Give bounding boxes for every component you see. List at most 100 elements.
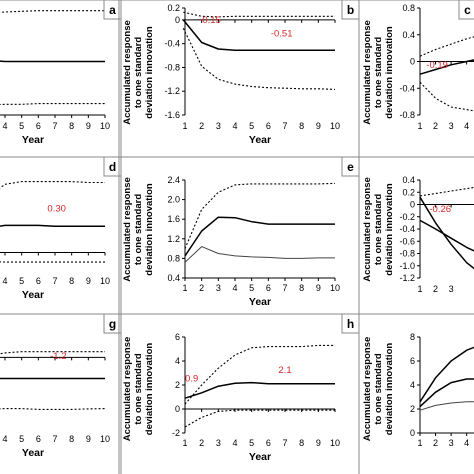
y-tick-label: 0.8 <box>167 253 180 263</box>
x-tick-label: 2 <box>433 121 438 131</box>
series-group <box>0 351 106 410</box>
series-line-2 <box>0 60 105 63</box>
x-tick-label: 10 <box>330 121 340 131</box>
series-line-3 <box>419 81 474 112</box>
series-line-2 <box>419 59 474 75</box>
series-line-1 <box>184 344 335 405</box>
y-tick-label: 0 <box>410 428 415 438</box>
x-tick-label: 8 <box>69 121 74 131</box>
series-line-2 <box>0 224 105 228</box>
y-axis-title: Accumulated responseto one standarddevia… <box>122 20 155 125</box>
x-axis-title: Year <box>22 447 44 459</box>
y-tick-label: -1.0 <box>399 261 415 271</box>
y-tick-label: 0.8 <box>402 3 415 13</box>
y-tick-label: 0.2 <box>167 3 180 13</box>
series-line-3 <box>0 408 106 410</box>
y-tick-label: -0.6 <box>399 236 415 246</box>
panel-letter: d <box>109 160 116 174</box>
x-tick-label: 10 <box>100 434 110 444</box>
x-tick-label: 6 <box>266 121 271 131</box>
value-annotation: -0.19 <box>426 60 448 71</box>
x-tick-label: 3 <box>216 283 221 293</box>
series-line-1 <box>0 10 105 13</box>
series-line-3 <box>184 409 335 428</box>
x-tick-label: 1 <box>182 121 187 131</box>
value-annotation: -0.15 <box>199 15 221 26</box>
y-tick-label: -0.4 <box>399 224 415 234</box>
x-axis-title: Year <box>22 289 44 301</box>
y-tick-label: 0.4 <box>167 273 180 283</box>
series-line-1 <box>419 36 474 57</box>
x-axis-title: Year <box>249 134 271 146</box>
y-tick-label: 1.2 <box>167 234 180 244</box>
value-annotation: -0.51 <box>271 29 293 40</box>
panel-e: 2.4 2.0 1.6 1.2 0.8 0.41 2 3 4 5 6 7 8 9 10 Year Accumul… <box>118 156 360 315</box>
y-tick-label: 8 <box>410 332 415 342</box>
x-tick-label: 5 <box>249 121 254 131</box>
y-tick-label: 2.4 <box>167 175 180 185</box>
x-tick-label: 4 <box>232 438 237 448</box>
y-axis-title: Accumulated responseto one standarddevia… <box>362 177 395 282</box>
x-tick-label: 7 <box>52 121 57 131</box>
y-tick-label: -1.2 <box>164 86 180 96</box>
panel-letter: c <box>464 3 471 17</box>
panel-border <box>0 0 122 158</box>
x-tick-label: 7 <box>52 276 57 286</box>
y-tick-label: -0.2 <box>399 212 415 222</box>
series-line-1 <box>0 351 105 355</box>
y-tick-label: 0 <box>175 404 180 414</box>
axes <box>417 336 474 436</box>
x-tick-label: 1 <box>417 121 422 131</box>
panel-b: 0.2 0 -0.4 -0.8 -1.2 -1.61 2 3 4 5 6 7 8 9 10 Year Accum… <box>118 0 360 158</box>
x-tick-label: 4 <box>464 121 469 131</box>
series-line-3 <box>419 196 474 270</box>
x-tick-label: 4 <box>464 438 469 448</box>
y-tick-label: -2 <box>172 428 180 438</box>
series-line-1 <box>183 11 335 18</box>
x-tick-label: 10 <box>100 276 110 286</box>
x-tick-label: 6 <box>36 276 41 286</box>
y-axis-title: Accumulated responseto one standarddevia… <box>122 337 155 442</box>
panel-letter-box <box>103 313 122 334</box>
value-annotation: 2.1 <box>278 365 291 376</box>
panel-d: 4 5 6 7 8 9 10 Year 0.30 d <box>0 156 122 315</box>
panel-letter-box <box>103 156 122 177</box>
y-tick-label: 4 <box>410 380 415 390</box>
series-group <box>184 182 336 263</box>
y-tick-label: 6 <box>410 356 415 366</box>
y-tick-label: 0 <box>410 200 415 210</box>
x-tick-label: 5 <box>249 438 254 448</box>
x-tick-label: 3 <box>449 121 454 131</box>
y-axis-title: Accumulated responseto one standarddevia… <box>362 337 395 442</box>
x-tick-label: 9 <box>86 276 91 286</box>
axes <box>0 356 106 361</box>
series-line-1 <box>184 182 336 249</box>
y-tick-label: 2 <box>175 380 180 390</box>
x-tick-label: 8 <box>299 121 304 131</box>
axes <box>0 114 106 118</box>
x-tick-label: 5 <box>19 434 24 444</box>
series-line-2 <box>419 378 474 408</box>
series-line-2 <box>0 377 105 380</box>
series-line-1 <box>0 181 105 189</box>
x-tick-label: 8 <box>69 434 74 444</box>
series-line-3 <box>419 401 474 411</box>
panel-c: 0.8 0.4 0 -0.4 -0.81 2 3 4 Accumulated responset… <box>358 0 474 158</box>
y-tick-label: 0 <box>175 15 180 25</box>
x-tick-label: 1 <box>182 438 187 448</box>
x-tick-label: 2 <box>199 438 204 448</box>
series-group <box>0 10 105 106</box>
y-tick-label: 4 <box>175 356 180 366</box>
series-group <box>0 181 105 263</box>
x-tick-label: 7 <box>282 121 287 131</box>
axes <box>417 179 474 279</box>
y-tick-label: -0.8 <box>399 110 415 120</box>
axes <box>182 179 336 281</box>
x-tick-label: 8 <box>69 276 74 286</box>
x-tick-label: 1 <box>182 283 187 293</box>
axes <box>0 252 106 256</box>
x-tick-label: 10 <box>330 283 340 293</box>
value-annotation: 0.30 <box>47 203 66 214</box>
